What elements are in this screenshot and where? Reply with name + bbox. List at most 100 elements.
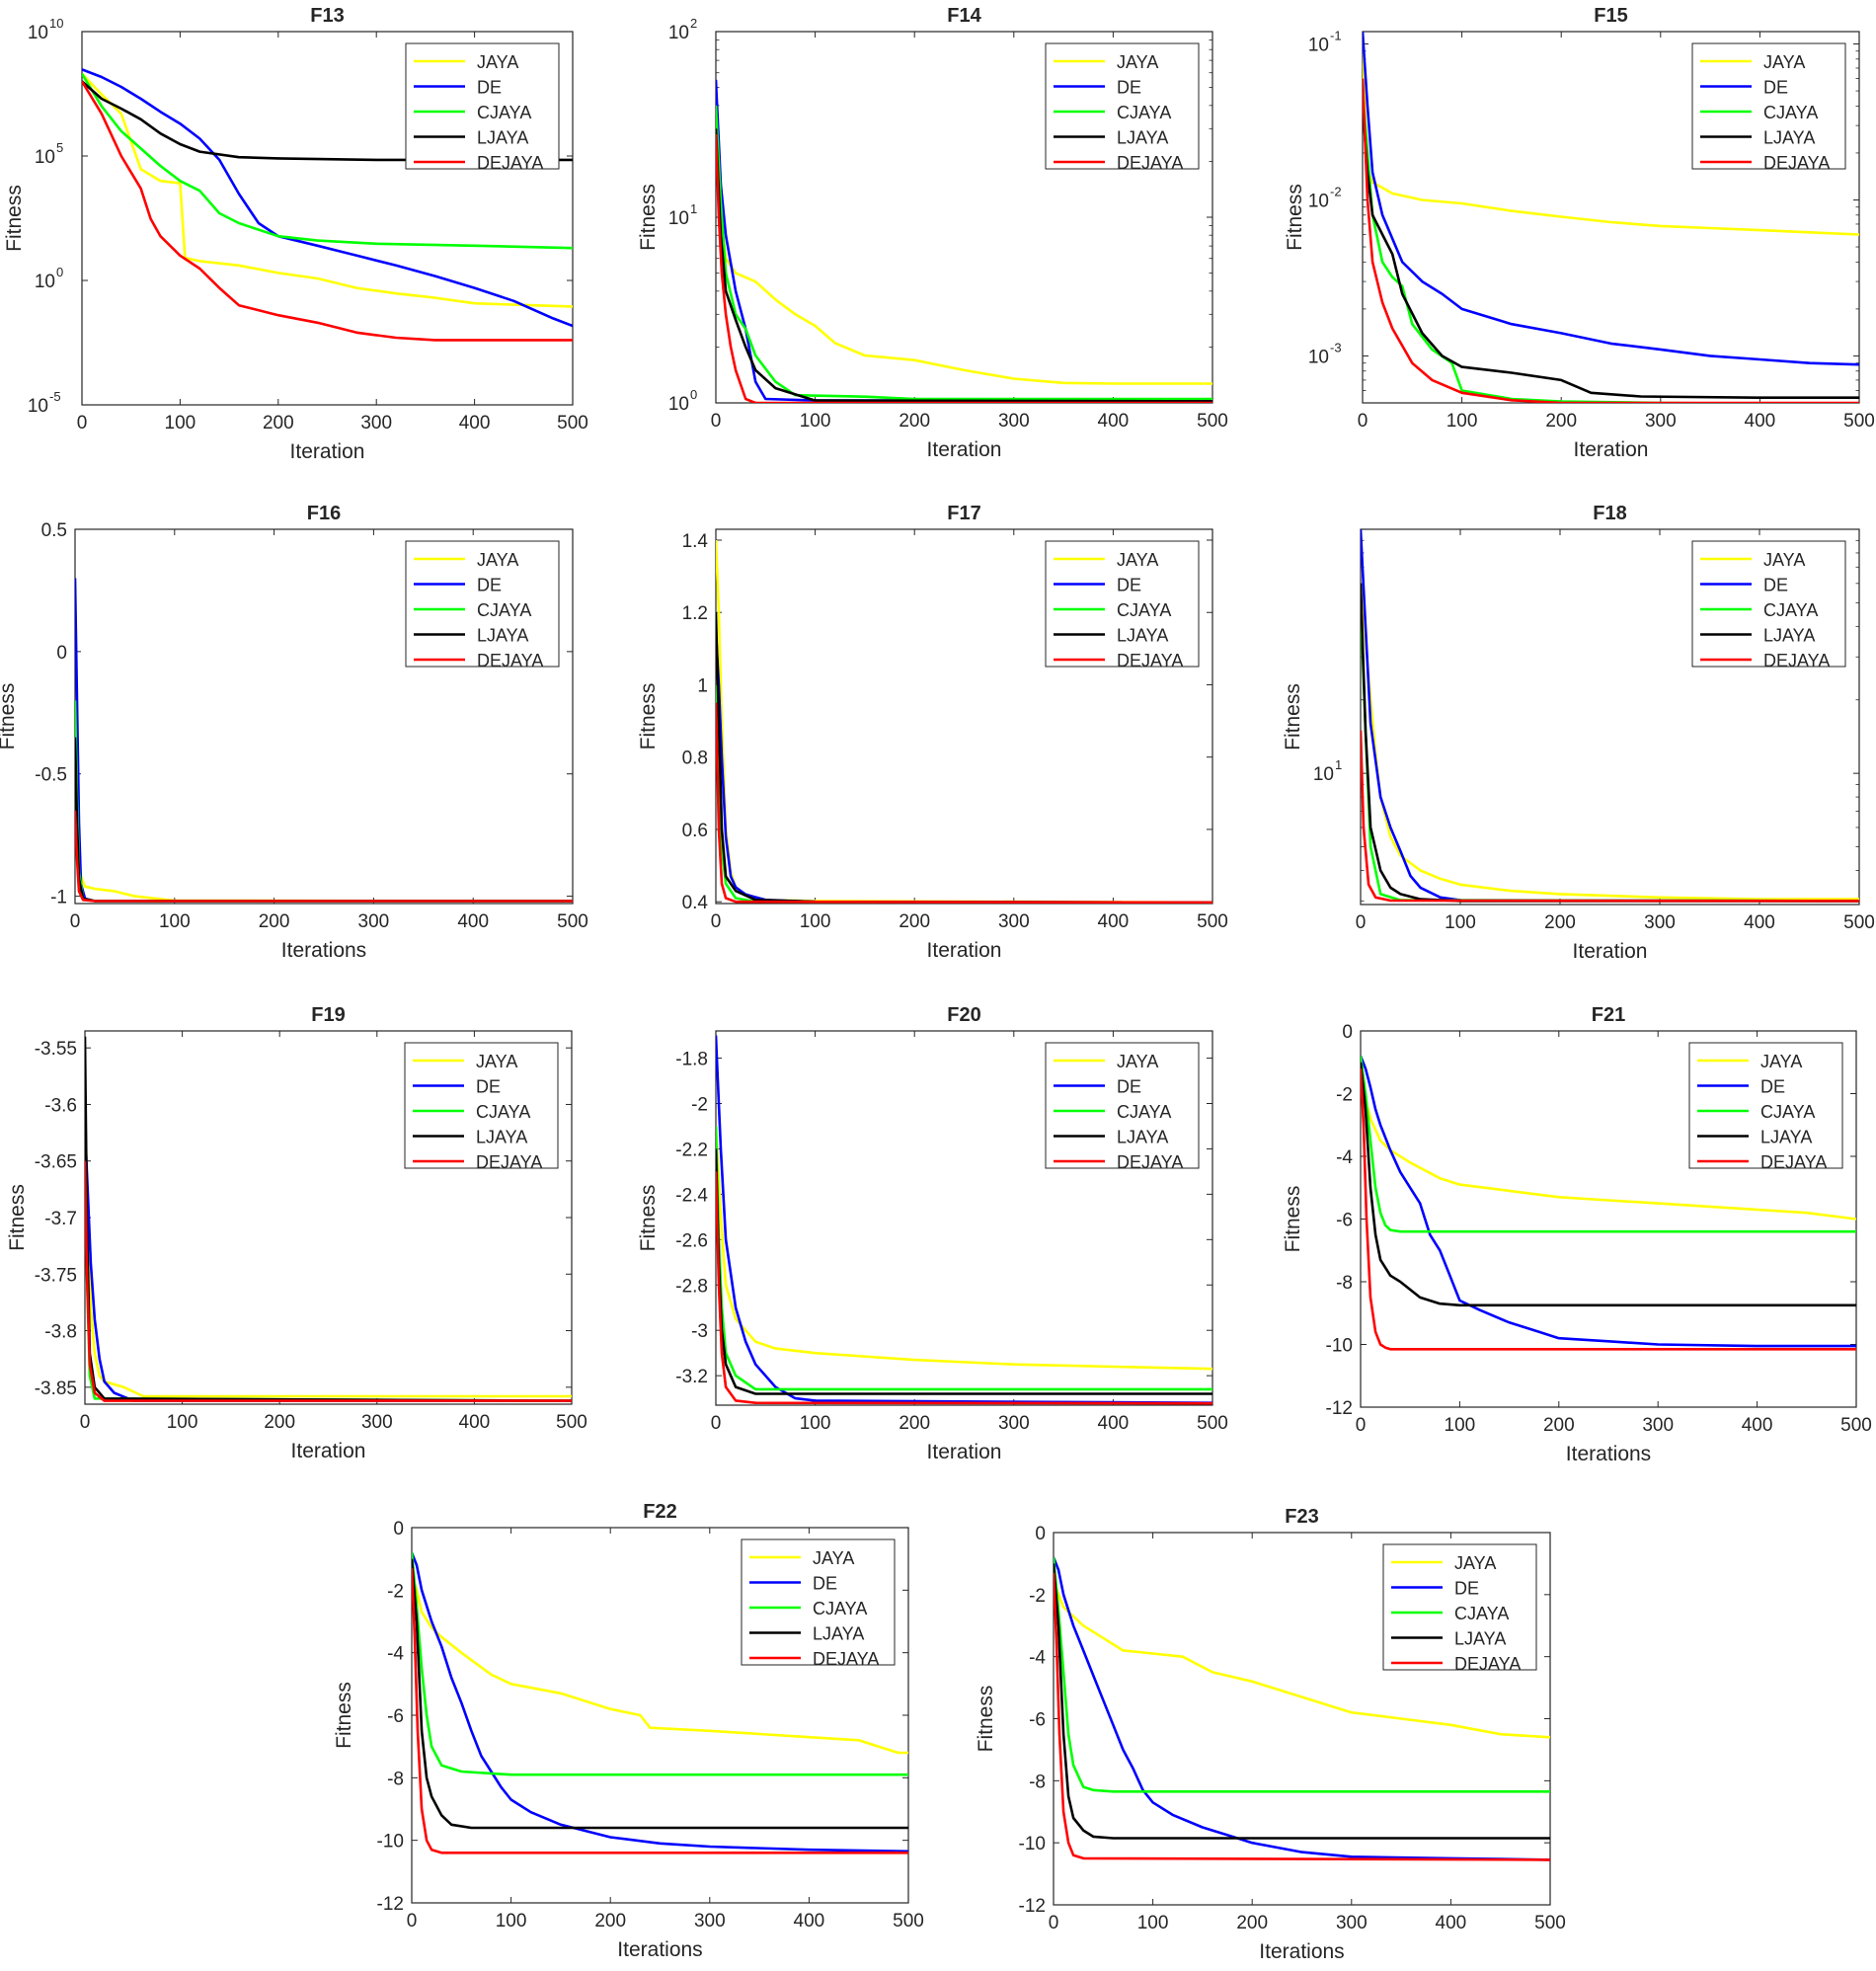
f13-ytick-label-2: 10 (35, 147, 55, 168)
f20-series-dejaya (716, 1171, 1212, 1405)
f14-series-dejaya (716, 133, 1212, 403)
f13-xtick-label-300: 300 (360, 413, 392, 434)
f16-legend-label-de: DE (477, 576, 502, 595)
f18-ytick-label-0: 10 (1313, 764, 1334, 785)
f22-ytick-label-5: -2 (387, 1581, 404, 1602)
f17-ytick-label-0: 0.4 (682, 893, 709, 913)
f13-ylabel: Fitness (3, 185, 26, 252)
f19-xtick-label-0: 0 (80, 1412, 91, 1433)
f17-legend-label-ljaya: LJAYA (1117, 626, 1168, 646)
f18-ytick-exponent-0: 1 (1335, 757, 1342, 772)
f21-legend-label-de: DE (1760, 1077, 1785, 1097)
f14-series-cjaya (716, 105, 1212, 401)
f18-series-jaya (1361, 583, 1859, 901)
f17-ytick-label-2: 0.8 (682, 749, 708, 769)
f20-ytick-label-5: -2.2 (675, 1140, 708, 1160)
f22-xtick-label-300: 300 (694, 1911, 726, 1932)
f13-legend-label-ljaya: LJAYA (477, 128, 528, 148)
f13-ytick-label-0: 10 (28, 396, 48, 417)
f22-series-cjaya (412, 1552, 908, 1776)
f13-series-cjaya (82, 73, 573, 250)
f15-legend-label-ljaya: LJAYA (1763, 128, 1815, 148)
f15-series-ljaya (1363, 106, 1859, 400)
f20-xtick-label-0: 0 (711, 1413, 722, 1434)
f15-xlabel: Iteration (1574, 438, 1649, 461)
f16-legend-box (405, 540, 560, 668)
f23-title: F23 (1285, 1506, 1318, 1528)
f16-ytick-label-3: 0.5 (41, 520, 67, 541)
f15-legend-label-jaya: JAYA (1763, 52, 1805, 72)
f22-legend-label-de: DE (813, 1574, 837, 1594)
f22-legend-label-jaya: JAYA (813, 1548, 854, 1568)
f17-legend: JAYA DE CJAYA LJAYA DEJAYA (1045, 540, 1200, 670)
f19-legend-label-de: DE (476, 1077, 501, 1097)
f22-xtick-label-200: 200 (594, 1911, 626, 1932)
f16-xtick-label-200: 200 (259, 911, 290, 932)
f13-xtick-label-400: 400 (459, 413, 491, 434)
f13-ytick-exponent-3: 10 (49, 16, 63, 31)
f20-legend-label-jaya: JAYA (1117, 1052, 1158, 1071)
f17-xtick-label-100: 100 (800, 911, 831, 932)
f21-xtick-label-400: 400 (1742, 1415, 1773, 1436)
f20-legend-label-ljaya: LJAYA (1117, 1128, 1168, 1147)
f22-legend-label-cjaya: CJAYA (813, 1599, 867, 1618)
f15-ytick-exponent-1: -2 (1330, 184, 1342, 198)
f16-series-dejaya (75, 810, 573, 903)
f19-legend-label-ljaya: LJAYA (476, 1128, 527, 1147)
f23-legend-box (1382, 1543, 1537, 1671)
f17-legend-label-dejaya: DEJAYA (1117, 651, 1183, 670)
f23-xtick-label-0: 0 (1049, 1913, 1059, 1933)
f14-ytick-base-2: 10 (668, 23, 689, 43)
f14-xlabel: Iteration (927, 438, 1002, 461)
f21-xlabel: Iterations (1566, 1443, 1651, 1465)
f16-ylabel: Fitness (0, 683, 19, 750)
f22-series-group (412, 1551, 908, 1854)
f23-chart: 0 100 200 300 400 500 -12 -10 -8 -6 -4 -2 0 F23 Iterat… (975, 1506, 1566, 1963)
f22-series-ljaya (412, 1558, 908, 1830)
f21-title: F21 (1592, 1004, 1625, 1026)
f22-ytick-label-3: -6 (387, 1706, 404, 1727)
f23-series-cjaya (1054, 1556, 1550, 1793)
f14-ytick-exponent-0: 0 (690, 387, 697, 402)
f15-series-cjaya (1363, 90, 1845, 403)
f15-ytick-exponent-0: -3 (1330, 340, 1342, 355)
f21-ytick-label-1: -10 (1326, 1336, 1353, 1357)
f16-ytick-label-1: -0.5 (35, 765, 67, 786)
f15-legend-label-de: DE (1763, 78, 1788, 98)
f21-ylabel: Fitness (1282, 1186, 1304, 1253)
f22-xtick-label-100: 100 (496, 1911, 527, 1932)
f14-legend: JAYA DE CJAYA LJAYA DEJAYA (1045, 42, 1200, 173)
f18-chart: 0 100 200 300 400 500 10 1 F18 Iteration Fitness JA… (1282, 503, 1875, 963)
f22-ytick-label-0: -12 (377, 1894, 404, 1915)
f21-series-cjaya (1361, 1056, 1856, 1233)
f23-series-ljaya (1054, 1563, 1550, 1840)
f22-legend-label-dejaya: DEJAYA (813, 1649, 879, 1669)
f20-chart: 0 100 200 300 400 500 -3.2 -3 -2.8 -2.6 -2.4 -2.2 -2… (637, 1004, 1228, 1463)
f16-legend-label-cjaya: CJAYA (477, 600, 531, 620)
f23-ytick-label-6: 0 (1035, 1524, 1046, 1544)
f20-ytick-label-4: -2.4 (675, 1185, 708, 1206)
f22-ytick-label-6: 0 (393, 1519, 404, 1539)
f19-ylabel: Fitness (6, 1184, 29, 1251)
f15-ytick-label-0: 10 (1308, 347, 1329, 367)
f20-ytick-label-2: -2.8 (675, 1276, 708, 1297)
f14-series-group (716, 79, 1212, 403)
f14-series-ljaya (716, 128, 1212, 403)
f13-series-de (82, 68, 573, 328)
f13-xlabel: Iteration (290, 440, 365, 463)
f18-xtick-label-400: 400 (1744, 912, 1775, 933)
f14-ytick-label-2: 10 (668, 23, 689, 43)
f17-xtick-label-300: 300 (998, 911, 1030, 932)
f23-ytick-label-3: -6 (1029, 1710, 1046, 1731)
f23-series-de (1054, 1556, 1550, 1861)
f20-series-de (716, 1035, 1212, 1404)
f21-legend-label-jaya: JAYA (1760, 1052, 1802, 1071)
f14-xtick-label-100: 100 (800, 411, 831, 432)
f20-xtick-label-200: 200 (899, 1413, 930, 1434)
f15-xtick-label-300: 300 (1645, 411, 1677, 432)
f15-legend-box (1691, 42, 1846, 170)
f18-series-de (1361, 529, 1859, 903)
